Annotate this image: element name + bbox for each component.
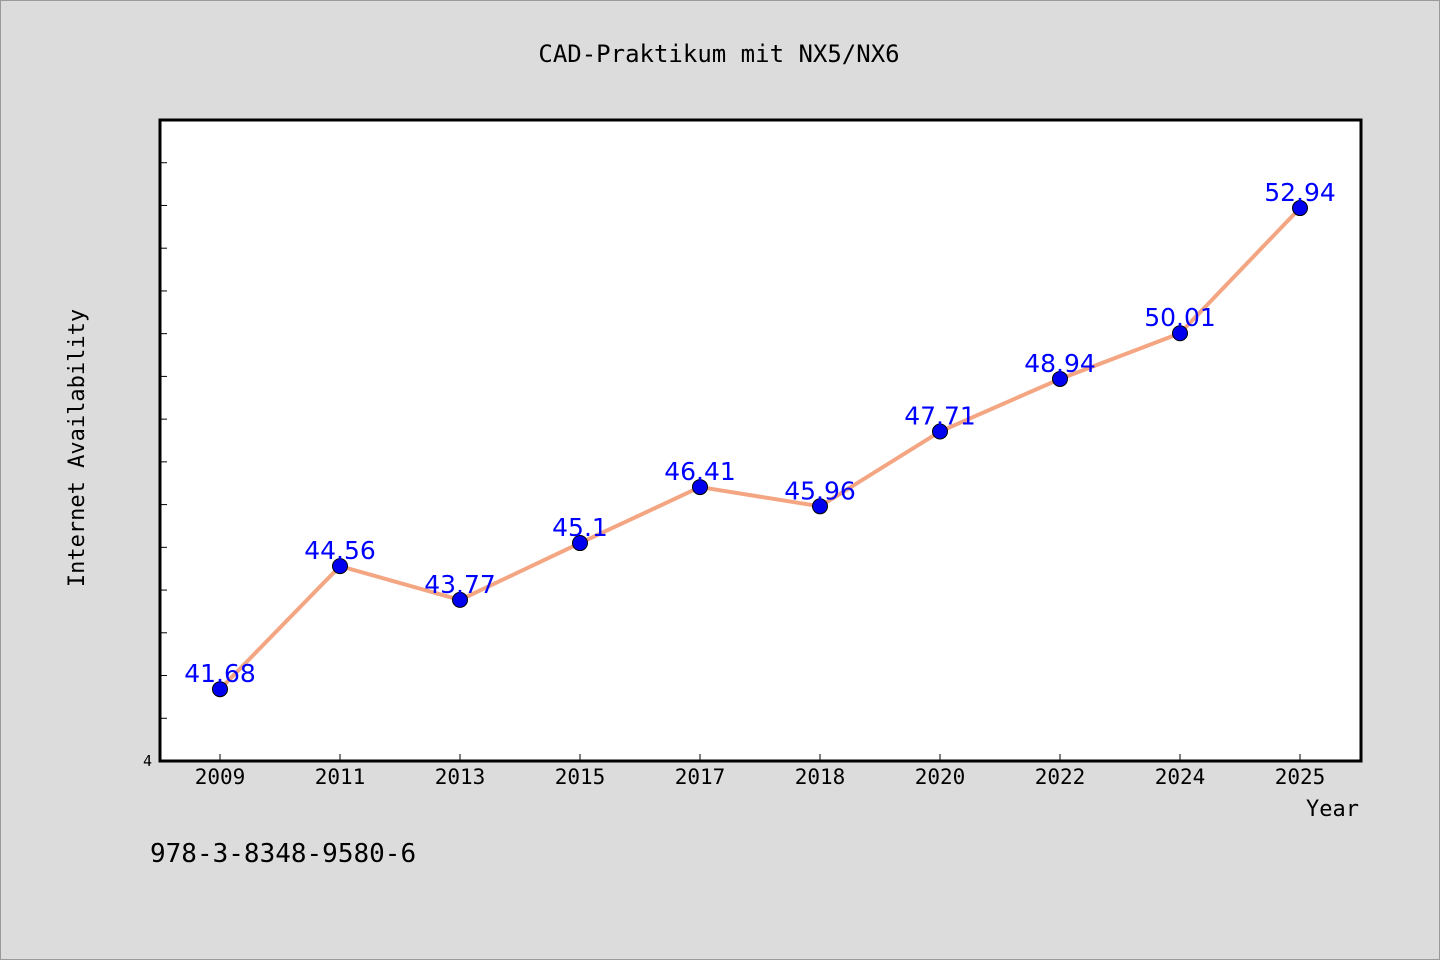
data-label: 45.96 bbox=[784, 476, 856, 505]
data-point bbox=[932, 423, 948, 440]
plot-area bbox=[158, 118, 1363, 763]
y-axis-ticks bbox=[160, 162, 167, 719]
x-tick-label: 2025 bbox=[1275, 765, 1326, 789]
y-axis-label: Internet Availability bbox=[65, 309, 90, 587]
series-line bbox=[218, 206, 1302, 691]
x-tick-label: 2015 bbox=[555, 765, 606, 789]
x-tick-label: 2020 bbox=[915, 765, 966, 789]
data-point bbox=[812, 498, 828, 515]
data-point bbox=[1052, 370, 1068, 387]
data-labels: 41.68 44.56 43.77 45.1 46.41 45.96 47.71 48.94 5… bbox=[184, 178, 1336, 688]
x-tick-label: 2009 bbox=[195, 765, 246, 789]
data-label: 46.41 bbox=[664, 457, 736, 486]
data-markers bbox=[212, 200, 1308, 698]
isbn-text: 978-3-8348-9580-6 bbox=[150, 839, 416, 869]
data-point bbox=[572, 535, 588, 552]
data-label: 41.68 bbox=[184, 659, 256, 688]
x-axis-label: Year bbox=[1306, 797, 1359, 822]
data-label: 48.94 bbox=[1024, 349, 1096, 378]
data-point bbox=[212, 681, 228, 698]
data-label: 44.56 bbox=[304, 536, 376, 565]
x-tick-label: 2018 bbox=[795, 765, 846, 789]
data-label: 52.94 bbox=[1264, 178, 1336, 207]
data-label: 43.77 bbox=[424, 570, 496, 599]
y-tick-label: 4 bbox=[143, 752, 152, 770]
x-tick-label: 2013 bbox=[435, 765, 486, 789]
data-label: 50.01 bbox=[1144, 303, 1216, 332]
data-point bbox=[692, 479, 708, 496]
chart-title: CAD-Praktikum mit NX5/NX6 bbox=[538, 40, 899, 68]
data-label: 47.71 bbox=[904, 402, 976, 431]
data-point bbox=[452, 591, 468, 608]
x-tick-label: 2017 bbox=[675, 765, 726, 789]
data-point bbox=[1172, 325, 1188, 342]
x-tick-label: 2011 bbox=[315, 765, 366, 789]
data-point bbox=[332, 558, 348, 575]
data-label: 45.1 bbox=[552, 513, 608, 542]
x-tick-label: 2022 bbox=[1035, 765, 1086, 789]
x-axis-ticks: 2009 2011 2013 2015 2017 2018 2020 2022 2024 2025 bbox=[195, 754, 1326, 789]
x-tick-label: 2024 bbox=[1155, 765, 1206, 789]
data-point bbox=[1292, 200, 1308, 217]
